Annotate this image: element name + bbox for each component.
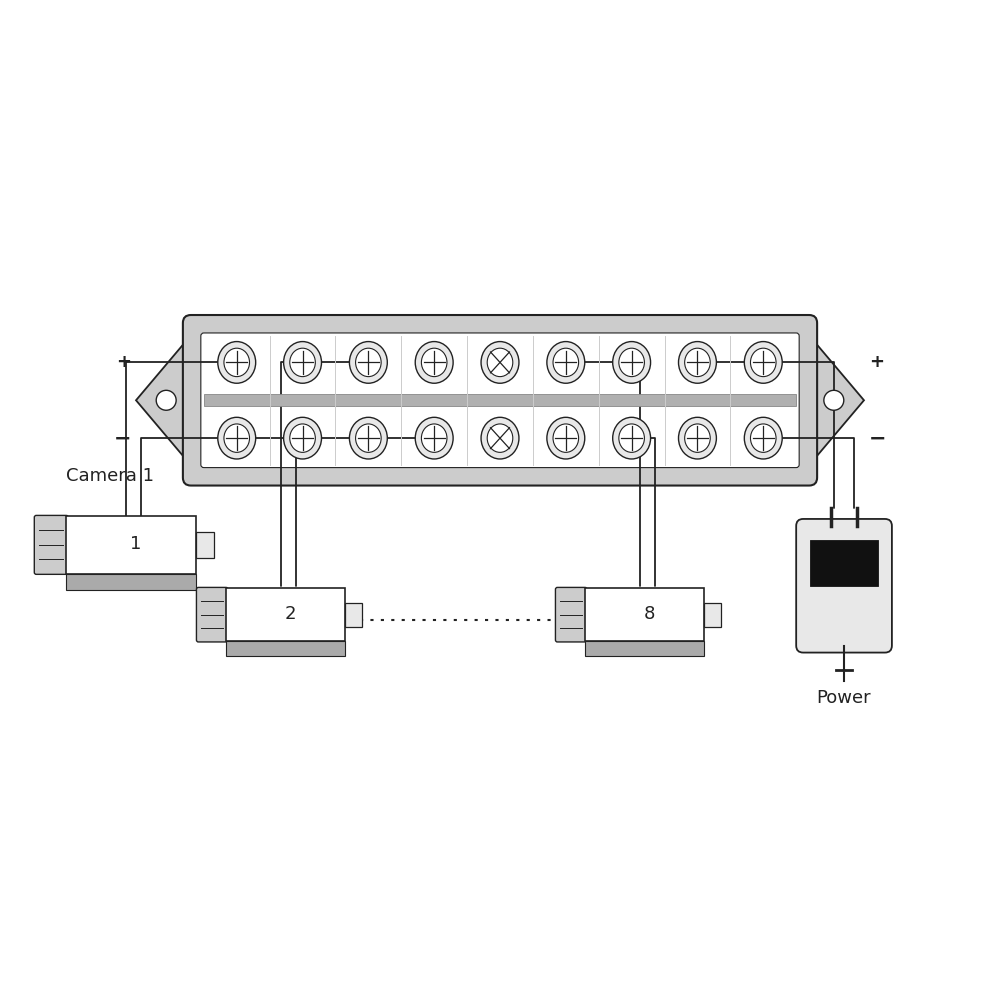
Ellipse shape (284, 417, 321, 459)
FancyBboxPatch shape (196, 587, 228, 642)
Text: +: + (116, 353, 131, 371)
FancyBboxPatch shape (585, 641, 704, 656)
Ellipse shape (218, 342, 256, 383)
Ellipse shape (553, 424, 579, 452)
FancyBboxPatch shape (183, 315, 817, 486)
Ellipse shape (218, 417, 256, 459)
Ellipse shape (481, 342, 519, 383)
Ellipse shape (553, 348, 579, 377)
FancyBboxPatch shape (796, 519, 892, 653)
Ellipse shape (685, 424, 710, 452)
Ellipse shape (547, 417, 585, 459)
Text: 8: 8 (644, 605, 655, 623)
Ellipse shape (349, 342, 387, 383)
Ellipse shape (415, 342, 453, 383)
Ellipse shape (750, 348, 776, 377)
Ellipse shape (744, 342, 782, 383)
FancyBboxPatch shape (66, 574, 196, 590)
Ellipse shape (415, 417, 453, 459)
FancyBboxPatch shape (226, 588, 345, 641)
Ellipse shape (224, 348, 250, 377)
FancyBboxPatch shape (704, 603, 721, 627)
Ellipse shape (356, 348, 381, 377)
FancyBboxPatch shape (201, 333, 799, 468)
Ellipse shape (679, 417, 716, 459)
FancyBboxPatch shape (34, 515, 68, 574)
FancyBboxPatch shape (66, 516, 196, 574)
Ellipse shape (421, 348, 447, 377)
Ellipse shape (744, 417, 782, 459)
Ellipse shape (284, 342, 321, 383)
Text: Power: Power (817, 689, 871, 707)
FancyBboxPatch shape (810, 540, 878, 586)
Ellipse shape (349, 417, 387, 459)
Text: 1: 1 (130, 535, 142, 553)
Ellipse shape (487, 348, 513, 377)
Ellipse shape (619, 348, 644, 377)
Polygon shape (136, 335, 191, 465)
Ellipse shape (224, 424, 250, 452)
Ellipse shape (613, 417, 651, 459)
Ellipse shape (356, 424, 381, 452)
Circle shape (824, 390, 844, 410)
Ellipse shape (750, 424, 776, 452)
Ellipse shape (685, 348, 710, 377)
FancyBboxPatch shape (555, 587, 587, 642)
Text: −: − (114, 428, 131, 448)
Text: +: + (869, 353, 884, 371)
FancyBboxPatch shape (585, 588, 704, 641)
FancyBboxPatch shape (204, 394, 796, 406)
Polygon shape (809, 335, 864, 465)
Ellipse shape (619, 424, 644, 452)
Text: Camera 1: Camera 1 (66, 467, 154, 485)
FancyBboxPatch shape (345, 603, 362, 627)
Ellipse shape (487, 424, 513, 452)
Ellipse shape (421, 424, 447, 452)
Ellipse shape (679, 342, 716, 383)
Circle shape (156, 390, 176, 410)
Text: 2: 2 (285, 605, 296, 623)
Ellipse shape (290, 348, 315, 377)
Ellipse shape (613, 342, 651, 383)
Ellipse shape (481, 417, 519, 459)
Ellipse shape (547, 342, 585, 383)
Ellipse shape (290, 424, 315, 452)
FancyBboxPatch shape (226, 641, 345, 656)
FancyBboxPatch shape (196, 532, 214, 558)
Text: −: − (869, 428, 886, 448)
